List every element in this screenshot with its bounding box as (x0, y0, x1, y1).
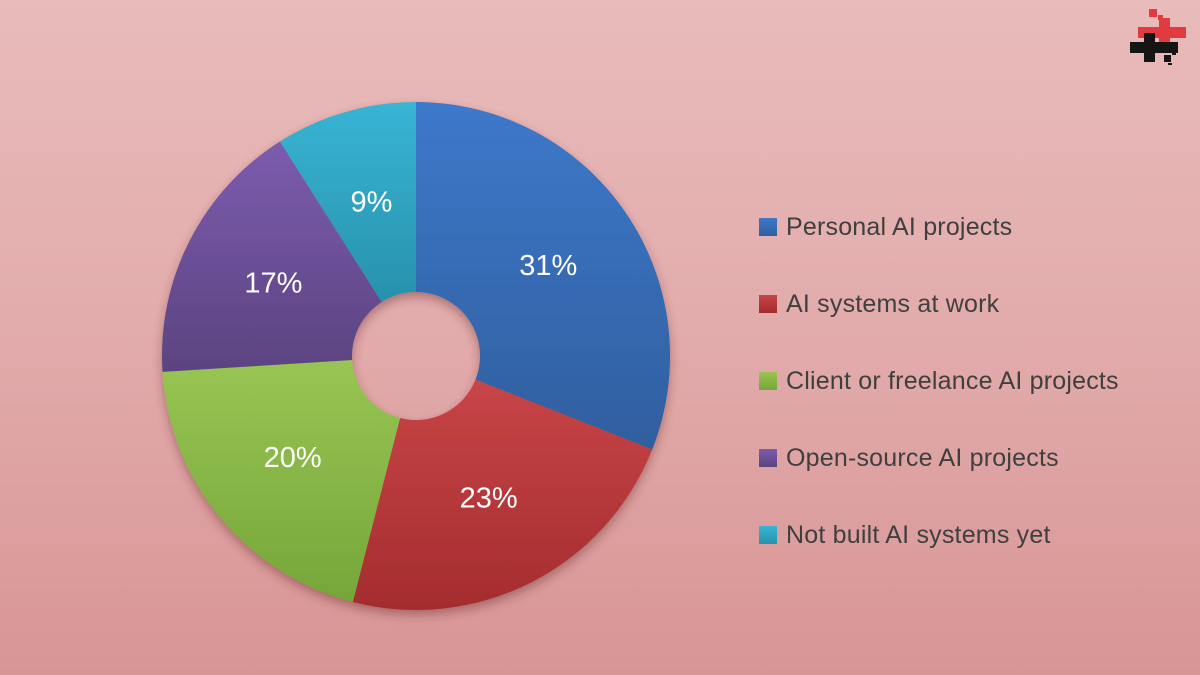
legend-label: Personal AI projects (786, 212, 1013, 241)
pie-label-ai-systems-at-work: 23% (460, 483, 518, 515)
legend-label: Client or freelance AI projects (786, 366, 1119, 395)
pie-slice-client-or-freelance-ai-projects (162, 360, 401, 602)
legend-label: AI systems at work (786, 289, 1000, 318)
legend-item-open-source-ai-projects: Open-source AI projects (759, 442, 1119, 474)
pie-slice-ai-systems-at-work (352, 379, 653, 610)
legend-item-personal-ai-projects: Personal AI projects (759, 211, 1119, 243)
legend-item-ai-systems-at-work: AI systems at work (759, 288, 1119, 320)
brand-logo (1130, 9, 1186, 65)
pie-slice-personal-ai-projects (416, 102, 671, 450)
pie-label-client-or-freelance-ai-projects: 20% (264, 442, 322, 474)
pie-labels-group: 31% 23% 20% 17% 9% (244, 186, 577, 514)
legend-marker-not-built-ai-systems-yet (759, 526, 777, 544)
pie-slice-not-built-ai-systems-yet (279, 101, 416, 302)
logo-red-hash (1138, 9, 1186, 49)
legend-label: Not built AI systems yet (786, 520, 1051, 549)
legend-marker-open-source-ai-projects (759, 449, 777, 467)
pie-slices-group (161, 101, 671, 610)
pie-label-personal-ai-projects: 31% (519, 250, 577, 282)
logo-black-hash (1130, 33, 1178, 65)
legend-marker-personal-ai-projects (759, 218, 777, 236)
legend-item-not-built-ai-systems-yet: Not built AI systems yet (759, 519, 1119, 551)
legend-marker-ai-systems-at-work (759, 295, 777, 313)
legend-item-client-or-freelance-ai-projects: Client or freelance AI projects (759, 365, 1119, 397)
legend-marker-client-or-freelance-ai-projects (759, 372, 777, 390)
pie-slice-open-source-ai-projects (161, 141, 382, 372)
chart-legend: Personal AI projects AI systems at work Cl… (759, 211, 1119, 551)
legend-label: Open-source AI projects (786, 443, 1059, 472)
pie-label-open-source-ai-projects: 17% (244, 267, 302, 299)
pie-label-not-built-ai-systems-yet: 9% (350, 186, 392, 218)
